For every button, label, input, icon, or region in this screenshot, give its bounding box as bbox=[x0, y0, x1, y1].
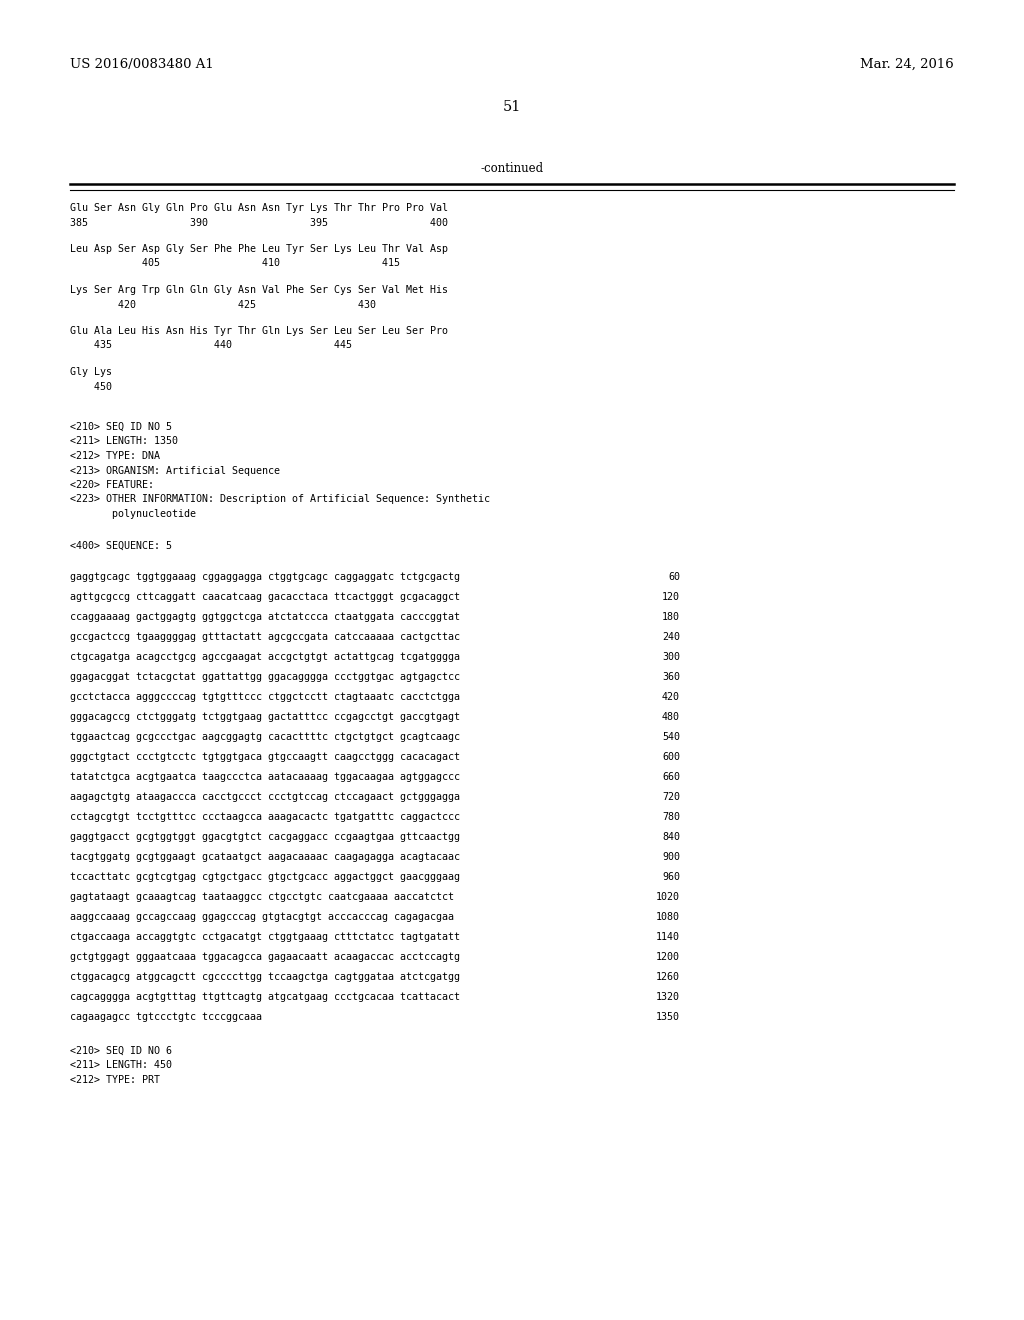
Text: 420                 425                 430: 420 425 430 bbox=[70, 300, 376, 309]
Text: 780: 780 bbox=[662, 812, 680, 821]
Text: tggaactcag gcgccctgac aagcggagtg cacacttttc ctgctgtgct gcagtcaagc: tggaactcag gcgccctgac aagcggagtg cacactt… bbox=[70, 731, 460, 742]
Text: gaggtgcagc tggtggaaag cggaggagga ctggtgcagc caggaggatc tctgcgactg: gaggtgcagc tggtggaaag cggaggagga ctggtgc… bbox=[70, 572, 460, 582]
Text: 60: 60 bbox=[668, 572, 680, 582]
Text: 300: 300 bbox=[662, 652, 680, 661]
Text: Gly Lys: Gly Lys bbox=[70, 367, 112, 378]
Text: gagtataagt gcaaagtcag taataaggcc ctgcctgtc caatcgaaaa aaccatctct: gagtataagt gcaaagtcag taataaggcc ctgcctg… bbox=[70, 891, 454, 902]
Text: gaggtgacct gcgtggtggt ggacgtgtct cacgaggacc ccgaagtgaa gttcaactgg: gaggtgacct gcgtggtggt ggacgtgtct cacgagg… bbox=[70, 832, 460, 842]
Text: 1200: 1200 bbox=[656, 952, 680, 961]
Text: 435                 440                 445: 435 440 445 bbox=[70, 341, 352, 351]
Text: US 2016/0083480 A1: US 2016/0083480 A1 bbox=[70, 58, 214, 71]
Text: <212> TYPE: DNA: <212> TYPE: DNA bbox=[70, 451, 160, 461]
Text: Mar. 24, 2016: Mar. 24, 2016 bbox=[860, 58, 954, 71]
Text: 1350: 1350 bbox=[656, 1011, 680, 1022]
Text: <213> ORGANISM: Artificial Sequence: <213> ORGANISM: Artificial Sequence bbox=[70, 466, 280, 475]
Text: ctgcagatga acagcctgcg agccgaagat accgctgtgt actattgcag tcgatgggga: ctgcagatga acagcctgcg agccgaagat accgctg… bbox=[70, 652, 460, 661]
Text: <211> LENGTH: 1350: <211> LENGTH: 1350 bbox=[70, 437, 178, 446]
Text: 720: 720 bbox=[662, 792, 680, 801]
Text: <212> TYPE: PRT: <212> TYPE: PRT bbox=[70, 1074, 160, 1085]
Text: 180: 180 bbox=[662, 611, 680, 622]
Text: Glu Ser Asn Gly Gln Pro Glu Asn Asn Tyr Lys Thr Thr Pro Pro Val: Glu Ser Asn Gly Gln Pro Glu Asn Asn Tyr … bbox=[70, 203, 449, 213]
Text: agttgcgccg cttcaggatt caacatcaag gacacctaca ttcactgggt gcgacaggct: agttgcgccg cttcaggatt caacatcaag gacacct… bbox=[70, 591, 460, 602]
Text: 960: 960 bbox=[662, 871, 680, 882]
Text: 450: 450 bbox=[70, 381, 112, 392]
Text: 360: 360 bbox=[662, 672, 680, 681]
Text: ctggacagcg atggcagctt cgccccttgg tccaagctga cagtggataa atctcgatgg: ctggacagcg atggcagctt cgccccttgg tccaagc… bbox=[70, 972, 460, 982]
Text: tacgtggatg gcgtggaagt gcataatgct aagacaaaac caagagagga acagtacaac: tacgtggatg gcgtggaagt gcataatgct aagacaa… bbox=[70, 851, 460, 862]
Text: 1080: 1080 bbox=[656, 912, 680, 921]
Text: 900: 900 bbox=[662, 851, 680, 862]
Text: Glu Ala Leu His Asn His Tyr Thr Gln Lys Ser Leu Ser Leu Ser Pro: Glu Ala Leu His Asn His Tyr Thr Gln Lys … bbox=[70, 326, 449, 337]
Text: <220> FEATURE:: <220> FEATURE: bbox=[70, 480, 154, 490]
Text: gccgactccg tgaaggggag gtttactatt agcgccgata catccaaaaa cactgcttac: gccgactccg tgaaggggag gtttactatt agcgccg… bbox=[70, 631, 460, 642]
Text: 480: 480 bbox=[662, 711, 680, 722]
Text: cctagcgtgt tcctgtttcc ccctaagcca aaagacactc tgatgatttc caggactccc: cctagcgtgt tcctgtttcc ccctaagcca aaagaca… bbox=[70, 812, 460, 821]
Text: <211> LENGTH: 450: <211> LENGTH: 450 bbox=[70, 1060, 172, 1071]
Text: 1140: 1140 bbox=[656, 932, 680, 941]
Text: 840: 840 bbox=[662, 832, 680, 842]
Text: ctgaccaaga accaggtgtc cctgacatgt ctggtgaaag ctttctatcc tagtgatatt: ctgaccaaga accaggtgtc cctgacatgt ctggtga… bbox=[70, 932, 460, 941]
Text: 51: 51 bbox=[503, 100, 521, 114]
Text: 1020: 1020 bbox=[656, 891, 680, 902]
Text: gcctctacca agggccccag tgtgtttccc ctggctcctt ctagtaaatc cacctctgga: gcctctacca agggccccag tgtgtttccc ctggctc… bbox=[70, 692, 460, 702]
Text: 660: 660 bbox=[662, 772, 680, 781]
Text: 1260: 1260 bbox=[656, 972, 680, 982]
Text: -continued: -continued bbox=[480, 162, 544, 176]
Text: gggctgtact ccctgtcctc tgtggtgaca gtgccaagtt caagcctggg cacacagact: gggctgtact ccctgtcctc tgtggtgaca gtgccaa… bbox=[70, 751, 460, 762]
Text: aaggccaaag gccagccaag ggagcccag gtgtacgtgt acccacccag cagagacgaa: aaggccaaag gccagccaag ggagcccag gtgtacgt… bbox=[70, 912, 454, 921]
Text: gggacagccg ctctgggatg tctggtgaag gactatttcc ccgagcctgt gaccgtgagt: gggacagccg ctctgggatg tctggtgaag gactatt… bbox=[70, 711, 460, 722]
Text: 540: 540 bbox=[662, 731, 680, 742]
Text: polynucleotide: polynucleotide bbox=[70, 510, 196, 519]
Text: <210> SEQ ID NO 5: <210> SEQ ID NO 5 bbox=[70, 422, 172, 432]
Text: 600: 600 bbox=[662, 751, 680, 762]
Text: Lys Ser Arg Trp Gln Gln Gly Asn Val Phe Ser Cys Ser Val Met His: Lys Ser Arg Trp Gln Gln Gly Asn Val Phe … bbox=[70, 285, 449, 294]
Text: tatatctgca acgtgaatca taagccctca aatacaaaag tggacaagaa agtggagccc: tatatctgca acgtgaatca taagccctca aatacaa… bbox=[70, 772, 460, 781]
Text: cagaagagcc tgtccctgtc tcccggcaaa: cagaagagcc tgtccctgtc tcccggcaaa bbox=[70, 1011, 262, 1022]
Text: cagcagggga acgtgtttag ttgttcagtg atgcatgaag ccctgcacaa tcattacact: cagcagggga acgtgtttag ttgttcagtg atgcatg… bbox=[70, 991, 460, 1002]
Text: gctgtggagt gggaatcaaa tggacagcca gagaacaatt acaagaccac acctccagtg: gctgtggagt gggaatcaaa tggacagcca gagaaca… bbox=[70, 952, 460, 961]
Text: ccaggaaaag gactggagtg ggtggctcga atctatccca ctaatggata cacccggtat: ccaggaaaag gactggagtg ggtggctcga atctatc… bbox=[70, 611, 460, 622]
Text: 240: 240 bbox=[662, 631, 680, 642]
Text: Leu Asp Ser Asp Gly Ser Phe Phe Leu Tyr Ser Lys Leu Thr Val Asp: Leu Asp Ser Asp Gly Ser Phe Phe Leu Tyr … bbox=[70, 244, 449, 253]
Text: aagagctgtg ataagaccca cacctgccct ccctgtccag ctccagaact gctgggagga: aagagctgtg ataagaccca cacctgccct ccctgtc… bbox=[70, 792, 460, 801]
Text: <223> OTHER INFORMATION: Description of Artificial Sequence: Synthetic: <223> OTHER INFORMATION: Description of … bbox=[70, 495, 490, 504]
Text: 420: 420 bbox=[662, 692, 680, 702]
Text: 120: 120 bbox=[662, 591, 680, 602]
Text: 1320: 1320 bbox=[656, 991, 680, 1002]
Text: <400> SEQUENCE: 5: <400> SEQUENCE: 5 bbox=[70, 540, 172, 550]
Text: <210> SEQ ID NO 6: <210> SEQ ID NO 6 bbox=[70, 1045, 172, 1056]
Text: tccacttatc gcgtcgtgag cgtgctgacc gtgctgcacc aggactggct gaacgggaag: tccacttatc gcgtcgtgag cgtgctgacc gtgctgc… bbox=[70, 871, 460, 882]
Text: 405                 410                 415: 405 410 415 bbox=[70, 259, 400, 268]
Text: 385                 390                 395                 400: 385 390 395 400 bbox=[70, 218, 449, 227]
Text: ggagacggat tctacgctat ggattattgg ggacagggga ccctggtgac agtgagctcc: ggagacggat tctacgctat ggattattgg ggacagg… bbox=[70, 672, 460, 681]
